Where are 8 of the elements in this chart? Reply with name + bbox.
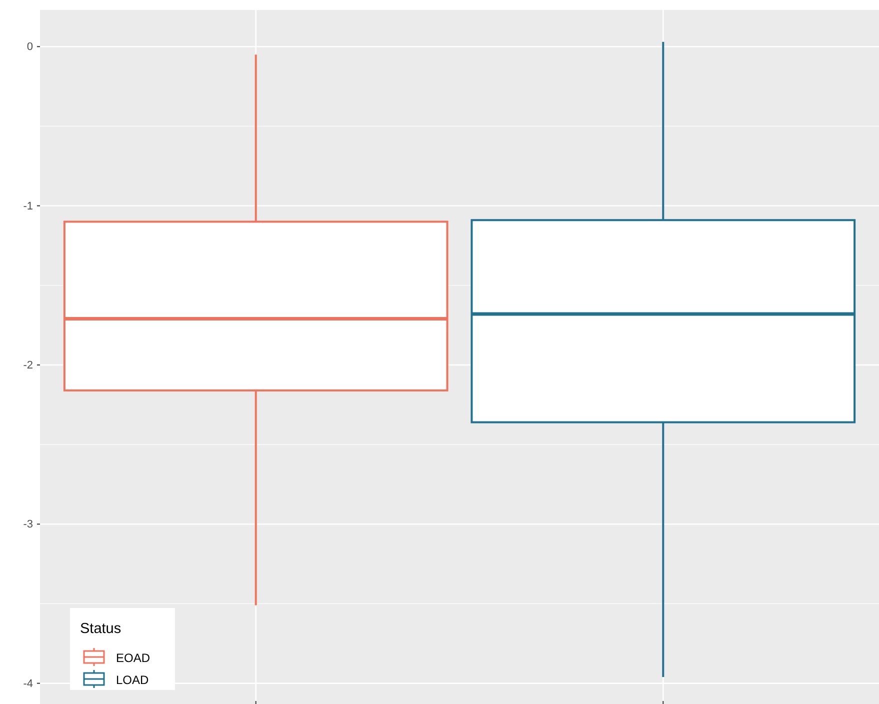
y-tick-label: -4 [23,678,33,690]
legend-label: EOAD [116,651,150,665]
y-tick-label: -2 [23,359,33,372]
legend-title: Status [80,621,122,637]
legend-label: LOAD [116,673,150,687]
y-tick-label: 0 [26,41,33,54]
y-tick-label: -3 [23,518,33,531]
y-tick-label: -1 [23,200,33,212]
